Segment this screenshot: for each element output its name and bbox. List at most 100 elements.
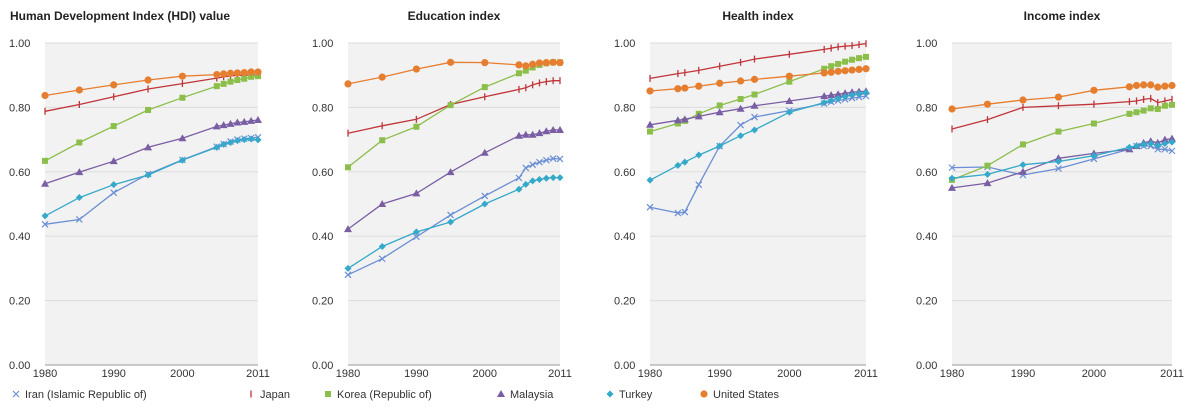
- data-point-malaysia: [535, 129, 544, 137]
- legend-item-iran: Iran (Islamic Republic of): [12, 389, 147, 401]
- data-point-korea: [716, 102, 723, 109]
- data-point-usa: [178, 72, 187, 80]
- chart-title: Education index: [408, 9, 501, 23]
- legend-marker-usa: [700, 390, 708, 398]
- data-point-korea: [1161, 102, 1168, 109]
- plot-area: [650, 43, 866, 365]
- data-point-usa: [220, 70, 228, 78]
- data-point-korea: [447, 102, 454, 109]
- data-point-malaysia: [827, 91, 836, 99]
- data-point-turkey: [522, 180, 530, 188]
- plot-area: [952, 43, 1172, 365]
- data-point-korea: [1169, 101, 1175, 108]
- data-point-iran: [674, 209, 682, 217]
- data-point-turkey: [542, 174, 550, 182]
- data-point-turkey: [178, 156, 186, 164]
- data-point-turkey: [716, 142, 724, 150]
- y-tick-label: 1.00: [614, 38, 635, 50]
- data-point-turkey: [556, 174, 564, 182]
- data-point-usa: [862, 65, 870, 73]
- data-point-iran: [646, 203, 654, 211]
- data-point-iran: [1161, 145, 1169, 153]
- legend-item-malaysia: Malaysia: [497, 389, 554, 401]
- series-usa: [948, 81, 1176, 113]
- y-tick-label: 1.00: [916, 38, 937, 50]
- data-point-turkey: [1154, 141, 1162, 149]
- data-point-usa: [75, 86, 83, 94]
- data-point-usa: [841, 67, 849, 75]
- data-point-korea: [413, 123, 420, 130]
- data-point-usa: [535, 59, 544, 67]
- data-point-turkey: [841, 92, 849, 100]
- data-point-iran: [681, 208, 689, 216]
- legend-item-turkey: Turkey: [606, 389, 653, 401]
- y-tick-label: 0.60: [312, 167, 333, 179]
- data-point-korea: [835, 60, 842, 67]
- legend-item-usa: United States: [700, 389, 780, 401]
- data-point-turkey: [751, 126, 759, 134]
- data-point-turkey: [827, 97, 835, 105]
- data-point-turkey: [535, 176, 543, 184]
- data-point-usa: [948, 105, 956, 113]
- series-line-iran: [347, 157, 561, 276]
- data-point-korea: [76, 139, 83, 146]
- y-tick-label: 0.00: [614, 360, 635, 372]
- legend-marker-turkey: [606, 390, 614, 398]
- data-point-usa: [378, 73, 386, 81]
- series-malaysia: [344, 125, 564, 233]
- data-point-malaysia: [144, 143, 153, 151]
- series-turkey: [344, 174, 564, 272]
- data-point-korea: [255, 73, 261, 80]
- series-usa: [344, 58, 564, 88]
- x-tick-label: 1990: [707, 368, 731, 380]
- data-point-malaysia: [549, 125, 558, 133]
- legend-label: Iran (Islamic Republic of): [25, 389, 147, 401]
- series-japan: [347, 77, 561, 137]
- data-point-iran: [695, 181, 703, 189]
- data-point-iran: [737, 121, 745, 129]
- data-point-korea: [481, 84, 488, 91]
- data-point-korea: [737, 96, 744, 103]
- data-point-korea: [842, 58, 849, 65]
- data-point-turkey: [695, 151, 703, 159]
- data-point-korea: [828, 63, 835, 70]
- data-point-usa: [848, 66, 856, 74]
- y-tick-label: 0.80: [916, 102, 937, 114]
- series-line-japan: [951, 97, 1173, 130]
- data-point-usa: [855, 65, 863, 74]
- data-point-malaysia: [412, 189, 421, 197]
- data-point-malaysia: [983, 179, 992, 187]
- data-point-usa: [41, 91, 49, 100]
- data-point-usa: [827, 68, 835, 76]
- y-tick-label: 0.40: [9, 231, 30, 243]
- y-tick-label: 0.60: [614, 167, 635, 179]
- data-point-usa: [983, 100, 992, 108]
- data-point-turkey: [378, 243, 386, 251]
- data-point-korea: [220, 80, 227, 87]
- data-point-usa: [820, 69, 828, 77]
- data-point-korea: [179, 94, 186, 101]
- data-point-turkey: [529, 177, 537, 185]
- data-point-usa: [549, 58, 557, 66]
- data-point-turkey: [227, 138, 235, 146]
- data-point-usa: [1168, 81, 1176, 90]
- data-point-korea: [1154, 106, 1161, 113]
- data-point-usa: [1154, 83, 1162, 91]
- data-point-usa: [529, 60, 537, 68]
- data-point-iran: [515, 174, 523, 182]
- data-point-iran: [110, 189, 118, 197]
- data-point-malaysia: [109, 157, 118, 165]
- data-point-malaysia: [1018, 167, 1027, 175]
- data-point-malaysia: [841, 89, 850, 97]
- data-point-usa: [1147, 81, 1155, 89]
- data-point-turkey: [240, 136, 248, 144]
- data-point-usa: [344, 80, 352, 88]
- data-point-korea: [821, 65, 828, 72]
- chart-title: Health index: [722, 9, 794, 23]
- chart-panel-2: Education index 0.00 0.20 0.40 0.60 0.80 1.00 1…: [312, 9, 572, 380]
- series-usa: [41, 68, 262, 100]
- y-tick-label: 0.80: [312, 102, 333, 114]
- data-point-iran: [75, 216, 83, 223]
